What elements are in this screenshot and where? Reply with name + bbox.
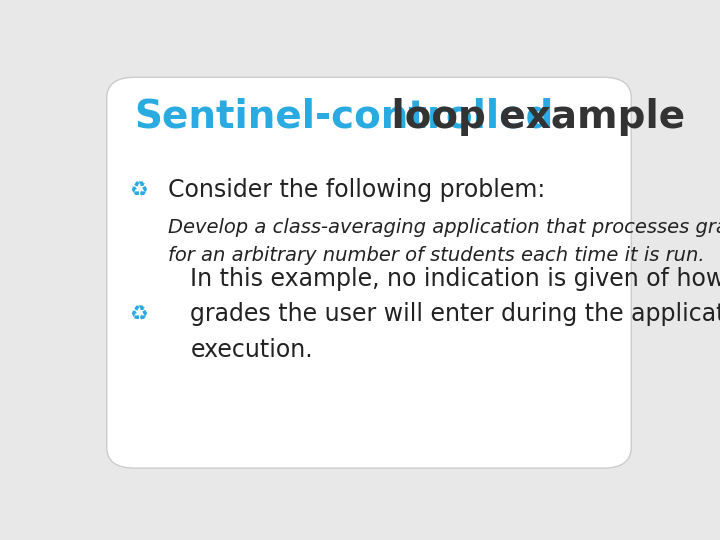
Text: Develop a class-averaging application that processes grades
for an arbitrary num: Develop a class-averaging application th… [168, 218, 720, 265]
Text: Sentinel-controlled: Sentinel-controlled [135, 98, 554, 136]
Text: loop example: loop example [377, 98, 685, 136]
Text: ♻: ♻ [129, 304, 148, 325]
Text: ♻: ♻ [129, 179, 148, 200]
Text: In this example, no indication is given of how many
grades the user will enter d: In this example, no indication is given … [190, 267, 720, 362]
Text: Consider the following problem:: Consider the following problem: [168, 178, 545, 201]
FancyBboxPatch shape [107, 77, 631, 468]
